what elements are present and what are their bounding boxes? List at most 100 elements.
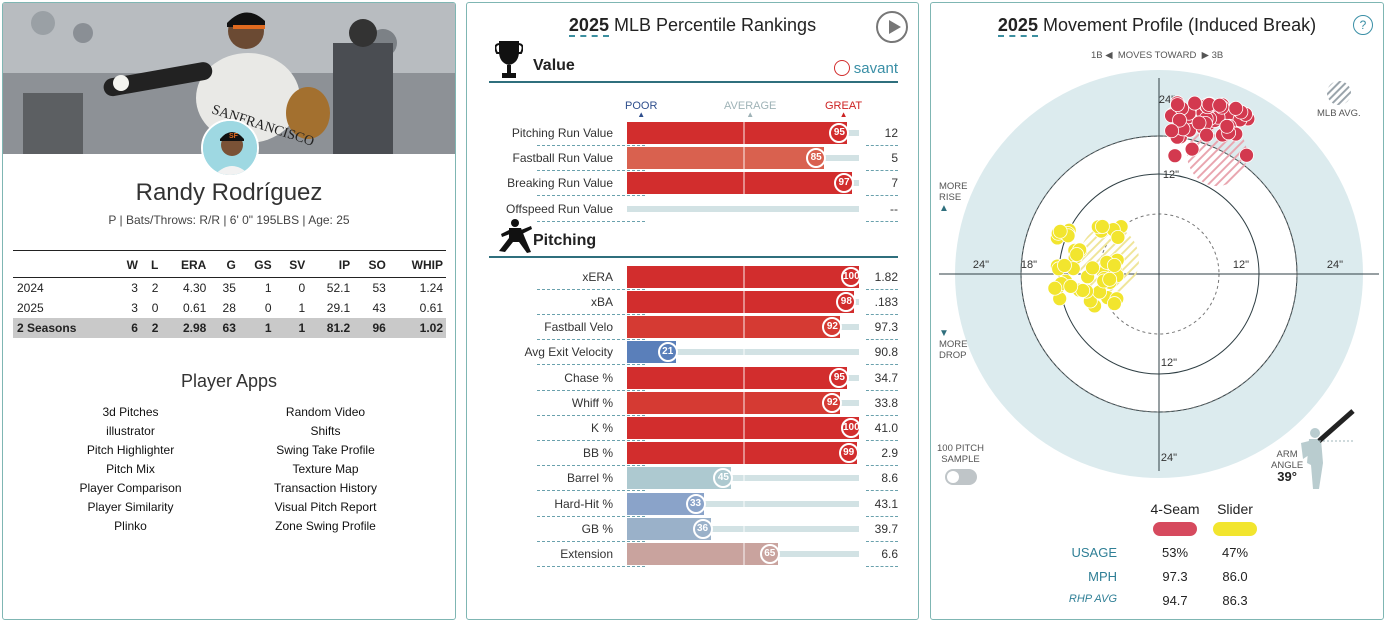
ring-label-top-12: 12" [1163,169,1179,181]
stats-header-w: W [114,250,141,278]
ring-label-bottom-12: 12" [1161,357,1177,369]
pitch-table-label-rhp: RHP AVG [1068,593,1117,605]
fourseam-pitch-dot [1191,115,1207,131]
metric-value: 8.6 [881,471,898,486]
row-divider [537,220,645,222]
percentile-row[interactable]: xBA 98 .183 [489,290,898,315]
section-label: Pitching [533,231,597,249]
down-arrow-icon: ▼ [939,328,949,339]
fourseam-pitch-dot [1170,97,1185,112]
percentile-badge: 92 [822,317,843,338]
stats-cell: 96 [353,317,389,338]
sample-toggle[interactable] [944,469,977,485]
metric-label: Extension [560,547,613,561]
stats-cell: 0 [264,300,272,315]
player-app-link[interactable]: illustrator [106,424,155,438]
player-app-link[interactable]: Player Similarity [87,500,174,514]
row-divider [537,170,645,172]
slider-pitch-dot [1063,278,1079,294]
percentile-row[interactable]: Hard-Hit % 33 43.1 [489,491,898,517]
rankings-year[interactable]: 2025 [568,15,609,37]
slider-pitch-dot [1110,229,1126,245]
percentile-row[interactable]: Breaking Run Value 97 7 [489,171,898,197]
average-line [743,146,745,171]
player-app-link[interactable]: Pitch Mix [106,462,155,476]
baseball-icon [833,60,850,76]
percentile-bar [627,467,732,490]
metric-value: .183 [874,295,898,309]
stats-row: 2 Seasons 6 2 2.98 63 1 1 81.2 96 1.02 [13,317,446,338]
player-app-link[interactable]: Random Video [285,405,366,419]
percentile-row[interactable]: Pitching Run Value 95 12 [489,121,898,146]
player-app-link[interactable]: Zone Swing Profile [275,519,376,533]
player-app-link[interactable]: Transaction History [274,481,377,495]
pitch-usage-value: 53% [1161,545,1189,560]
percentile-track [627,205,859,212]
player-app-link[interactable]: Player Comparison [79,481,182,495]
percentile-row[interactable]: K % 100 41.0 [489,416,898,441]
scale-average-arrow-icon: ▲ [746,110,755,119]
player-app-link[interactable]: Swing Take Profile [276,443,375,457]
percentile-track [627,525,859,532]
svg-text:SF: SF [229,133,239,140]
player-avatar: SF [201,119,259,177]
player-app-link[interactable]: Pitch Highlighter [86,443,175,457]
player-app-link[interactable]: 3d Pitches [102,405,159,419]
percentile-rankings-panel: 2025 MLB Percentile Rankings Value savant… [466,2,919,620]
movement-year[interactable]: 2025 [997,15,1038,37]
more-rise-line1: MORE [939,181,968,192]
percentile-row[interactable]: Fastball Velo 92 97.3 [489,315,898,341]
percentile-badge: 97 [834,173,855,194]
fourseam-pitch-dot [1239,147,1254,163]
arm-angle-value: 39° [1277,469,1297,484]
slider-pitch-dot [1095,219,1110,234]
metric-value: 1.82 [874,269,898,284]
metric-label: xERA [582,269,613,284]
percentile-bar [627,543,778,565]
value-divider [866,540,898,542]
stats-cell: 1 [264,280,272,295]
percentile-row[interactable]: GB % 36 39.7 [489,516,898,542]
stats-cell: 29.1 [326,300,351,315]
pitch-name[interactable]: Slider [1217,501,1253,517]
percentile-bar [627,517,711,540]
stats-cell: 6 [114,317,141,338]
average-line [743,340,745,365]
row-divider [537,440,645,441]
percentile-track [627,500,859,507]
pitch-color-pill[interactable] [1153,522,1197,536]
metric-label: GB % [581,521,613,536]
player-app-link[interactable]: Shifts [310,424,341,438]
metric-value: 33.8 [874,395,898,410]
metric-value: 41.0 [874,421,898,435]
percentile-row[interactable]: Extension 65 6.6 [489,542,898,567]
percentile-bar [627,172,853,195]
percentile-row[interactable]: BB % 99 2.9 [489,441,898,467]
arm-angle-label: ARM ANGLE 39° [1271,449,1303,484]
percentile-bar [627,391,841,414]
player-app-link[interactable]: Visual Pitch Report [274,500,377,514]
pitch-color-pill[interactable] [1213,522,1257,536]
value-divider [866,440,898,441]
percentile-row[interactable]: xERA 100 1.82 [489,264,898,290]
row-divider [537,195,645,197]
percentile-row[interactable]: Whiff % 92 33.8 [489,390,898,416]
percentile-row[interactable]: Chase % 95 34.7 [489,365,898,391]
stats-cell: 0 [298,280,306,295]
savant-logo[interactable]: savant [833,60,898,77]
percentile-row[interactable]: Fastball Run Value 85 5 [489,146,898,172]
stats-header-so: SO [353,250,389,278]
player-app-link[interactable]: Texture Map [292,462,359,476]
more-rise-line2: RISE [939,192,962,203]
percentile-row[interactable]: Avg Exit Velocity 21 90.8 [489,340,898,366]
play-icon[interactable] [876,11,908,43]
help-icon[interactable]: ? [1353,15,1373,35]
row-divider [537,339,645,341]
player-app-link[interactable]: Plinko [114,519,147,533]
percentile-row[interactable]: Barrel % 45 8.6 [489,466,898,492]
pitch-name[interactable]: 4-Seam [1150,501,1200,517]
metric-label: Pitching Run Value [511,126,613,140]
pitch-usage-value: 47% [1221,545,1249,560]
mlb-avg-legend[interactable]: MLB AVG. [1317,80,1361,119]
percentile-row[interactable]: Offspeed Run Value -- [489,197,898,222]
